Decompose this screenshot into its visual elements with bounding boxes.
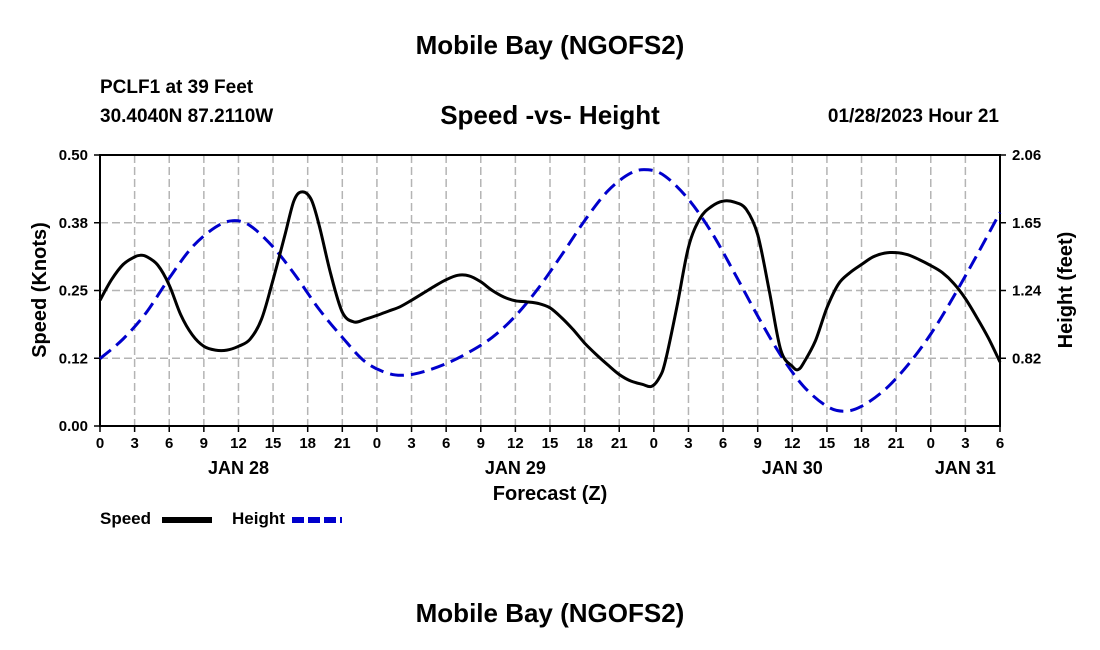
grid-lines [100,155,1000,426]
axis-ticks: 0 3 6 9 12 15 18 21 0 3 6 9 12 15 18 21 0 3 6 9 12 15 18 21 0 3 6J… [59,147,1042,478]
x-tick-label: 18 [576,435,593,452]
y-right-tick-label: 1.24 [1012,283,1042,300]
x-tick-label: 0 [650,435,658,452]
x-tick-label: 21 [611,435,628,452]
x-tick-label: 6 [165,435,173,452]
legend-speed-label: Speed [100,509,152,528]
x-tick-label: 12 [507,435,524,452]
x-tick-label: 9 [754,435,762,452]
chart-title-bottom: Mobile Bay (NGOFS2) [415,598,685,628]
x-tick-label: 9 [477,435,485,452]
x-tick-label: 6 [996,435,1004,452]
y-left-tick-label: 0.25 [59,283,88,300]
station-coordinates: 30.4040N 87.2110W [100,106,274,127]
x-tick-label: 3 [407,435,415,452]
chart-subtitle: Speed -vs- Height [440,100,660,130]
x-tick-label: 3 [130,435,138,452]
x-tick-label: 6 [442,435,450,452]
legend-height-swatch [292,517,342,523]
x-tick-label: 3 [961,435,969,452]
x-tick-label: 0 [927,435,935,452]
legend-height-label: Height [232,509,285,528]
x-tick-label: 15 [819,435,836,452]
x-tick-label: 0 [373,435,381,452]
x-tick-label: 15 [265,435,282,452]
forecast-time: 01/28/2023 Hour 21 [827,106,999,127]
y-right-tick-label: 1.65 [1012,215,1041,232]
series-speed-line [98,190,1002,389]
y-right-tick-label: 2.06 [1012,147,1041,164]
y-left-tick-label: 0.00 [59,418,88,435]
x-tick-label: 15 [542,435,559,452]
y-axis-right-label: Height (feet) [1055,232,1077,349]
x-tick-label: 12 [230,435,247,452]
x-tick-label: 6 [719,435,727,452]
station-name: PCLF1 at 39 Feet [100,77,254,98]
y-right-tick-label: 0.82 [1012,350,1041,367]
x-tick-label: 12 [784,435,801,452]
x-date-label: JAN 30 [762,458,823,478]
x-tick-label: 9 [200,435,208,452]
x-tick-label: 18 [853,435,870,452]
x-tick-label: 0 [96,435,104,452]
x-date-label: JAN 31 [935,458,996,478]
data-series [98,168,1002,413]
y-left-tick-label: 0.12 [59,350,88,367]
x-date-label: JAN 29 [485,458,546,478]
y-axis-left-label: Speed (Knots) [29,222,51,358]
y-left-tick-label: 0.50 [59,147,88,164]
x-tick-label: 3 [684,435,692,452]
chart-title: Mobile Bay (NGOFS2) [415,30,685,60]
x-axis-label: Forecast (Z) [493,483,607,505]
series-height-line [99,168,1002,413]
x-tick-label: 21 [334,435,351,452]
x-tick-label: 18 [299,435,316,452]
x-date-label: JAN 28 [208,458,269,478]
legend-speed-swatch [162,517,212,523]
x-tick-label: 21 [888,435,905,452]
y-left-tick-label: 0.38 [59,215,88,232]
